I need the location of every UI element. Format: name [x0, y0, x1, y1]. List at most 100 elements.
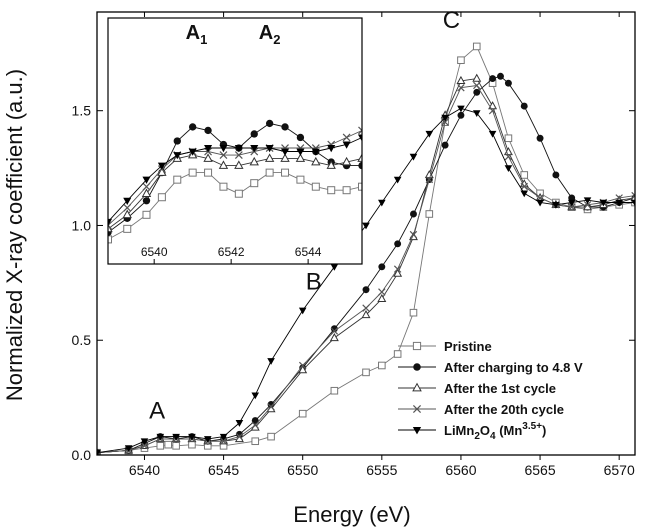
legend-label: After the 20th cycle [444, 402, 564, 417]
main-point-4-13 [362, 222, 370, 230]
inset-point-4-15 [342, 141, 351, 149]
main-point-4-12 [330, 263, 339, 271]
main-point-4-7 [219, 433, 228, 441]
inset-point-4-10 [265, 145, 274, 153]
inset-point-3-1 [123, 203, 132, 212]
inset-point-3-8 [234, 151, 243, 159]
main-point-1-22 [497, 72, 504, 80]
main-point-4-14 [378, 199, 386, 207]
inset-point-3-16 [358, 126, 362, 135]
inset-point-2-16 [357, 153, 362, 162]
inset-x-tick-label: 6542 [218, 245, 245, 259]
main-point-1-20 [473, 88, 481, 96]
main-point-0-11 [298, 409, 307, 418]
legend-label: Pristine [444, 339, 492, 354]
inset-point-2-0 [108, 223, 113, 233]
main-point-3-13 [362, 304, 370, 312]
main-point-0-23 [520, 171, 529, 179]
inset-point-3-0 [108, 221, 112, 230]
main-point-3-30 [631, 191, 635, 200]
inset-point-2-11 [280, 153, 290, 162]
main-point-3-11 [298, 361, 307, 370]
legend-label: After the 1st cycle [444, 381, 556, 396]
legend-marker [412, 382, 422, 392]
inset-x-tick-label: 6544 [295, 245, 322, 259]
inset-point-0-14 [327, 186, 336, 195]
inset-point-3-7 [219, 151, 228, 159]
inset-point-0-9 [250, 179, 259, 188]
main-point-2-15 [393, 268, 403, 277]
inset-point-1-11 [281, 123, 289, 131]
inset-point-0-15 [342, 186, 351, 195]
main-point-2-14 [377, 293, 387, 303]
main-point-3-7 [219, 437, 228, 445]
main-point-3-14 [378, 288, 386, 296]
legend-marker [413, 363, 421, 371]
main-point-4-11 [298, 307, 307, 315]
main-point-4-21 [488, 130, 497, 138]
main-point-1-14 [378, 263, 386, 271]
main-x-tick-label: 6555 [366, 462, 397, 478]
inset-point-0-13 [311, 182, 320, 191]
main-series-4 [97, 105, 635, 455]
main-x-tick-label: 6570 [604, 462, 635, 478]
inset-point-4-14 [327, 145, 336, 153]
main-point-3-27 [583, 201, 592, 209]
main-x-tick-label: 6545 [208, 462, 239, 478]
main-point-4-24 [536, 199, 544, 207]
inset-frame [107, 17, 363, 265]
inset-peak-label-1: A2 [259, 22, 281, 47]
inset-point-0-3 [157, 193, 166, 202]
main-point-1-12 [330, 325, 338, 333]
main-point-4-0 [97, 449, 101, 455]
main-plot-frame [96, 11, 636, 456]
main-point-4-16 [409, 153, 418, 161]
main-y-tick-label: 0.5 [72, 332, 92, 348]
main-point-0-13 [362, 368, 370, 377]
main-point-1-19 [457, 111, 465, 119]
main-point-3-16 [409, 230, 418, 239]
inset-point-2-7 [218, 160, 229, 169]
main-plot: 6540 6545 6550 6555 6560 6565 6570 0.0 0.5 1.0 1.… [72, 11, 636, 478]
inset-point-4-1 [123, 197, 132, 205]
inset-series-group [108, 119, 362, 244]
main-point-2-12 [329, 332, 339, 342]
inset-point-2-1 [122, 209, 132, 219]
inset-point-3-15 [342, 133, 351, 142]
main-point-3-23 [520, 182, 528, 191]
main-point-0-16 [409, 308, 418, 317]
legend-entry-3: After the 20th cycle [398, 402, 564, 417]
main-point-4-1 [124, 445, 133, 453]
main-y-ticks: 0.0 0.5 1.0 1.5 [72, 103, 635, 463]
legend-marker [412, 341, 422, 351]
main-point-3-12 [330, 327, 339, 335]
inset-point-2-15 [341, 156, 352, 166]
main-point-3-2 [140, 442, 149, 450]
inset-point-4-12 [296, 148, 305, 156]
inset-point-1-2 [142, 197, 151, 205]
inset-point-0-16 [358, 182, 362, 191]
main-point-3-22 [504, 152, 513, 161]
main-point-0-6 [188, 440, 196, 449]
legend-entry-2: After the 1st cycle [398, 381, 556, 396]
legend: Pristine After charging to 4.8 V After the… [398, 339, 583, 442]
inset-point-2-13 [311, 156, 321, 166]
main-y-tick-label: 1.0 [72, 217, 92, 233]
main-point-4-15 [393, 176, 402, 184]
main-point-3-19 [457, 84, 465, 92]
inset-point-4-0 [108, 218, 113, 227]
main-point-4-19 [457, 105, 465, 113]
main-point-1-18 [441, 141, 449, 149]
main-point-0-5 [172, 442, 180, 450]
main-point-2-20 [472, 73, 482, 82]
main-point-4-22 [504, 165, 513, 173]
main-point-0-4 [164, 440, 173, 449]
inset-point-0-2 [142, 210, 151, 219]
main-point-4-25 [552, 202, 560, 209]
peak-label-A: A [149, 397, 165, 424]
inset-point-2-2 [141, 188, 152, 198]
inset-x-tick-label: 6540 [141, 245, 168, 259]
inset-point-0-7 [219, 182, 228, 191]
main-point-3-10 [267, 403, 275, 411]
inset-point-4-8 [234, 145, 243, 153]
